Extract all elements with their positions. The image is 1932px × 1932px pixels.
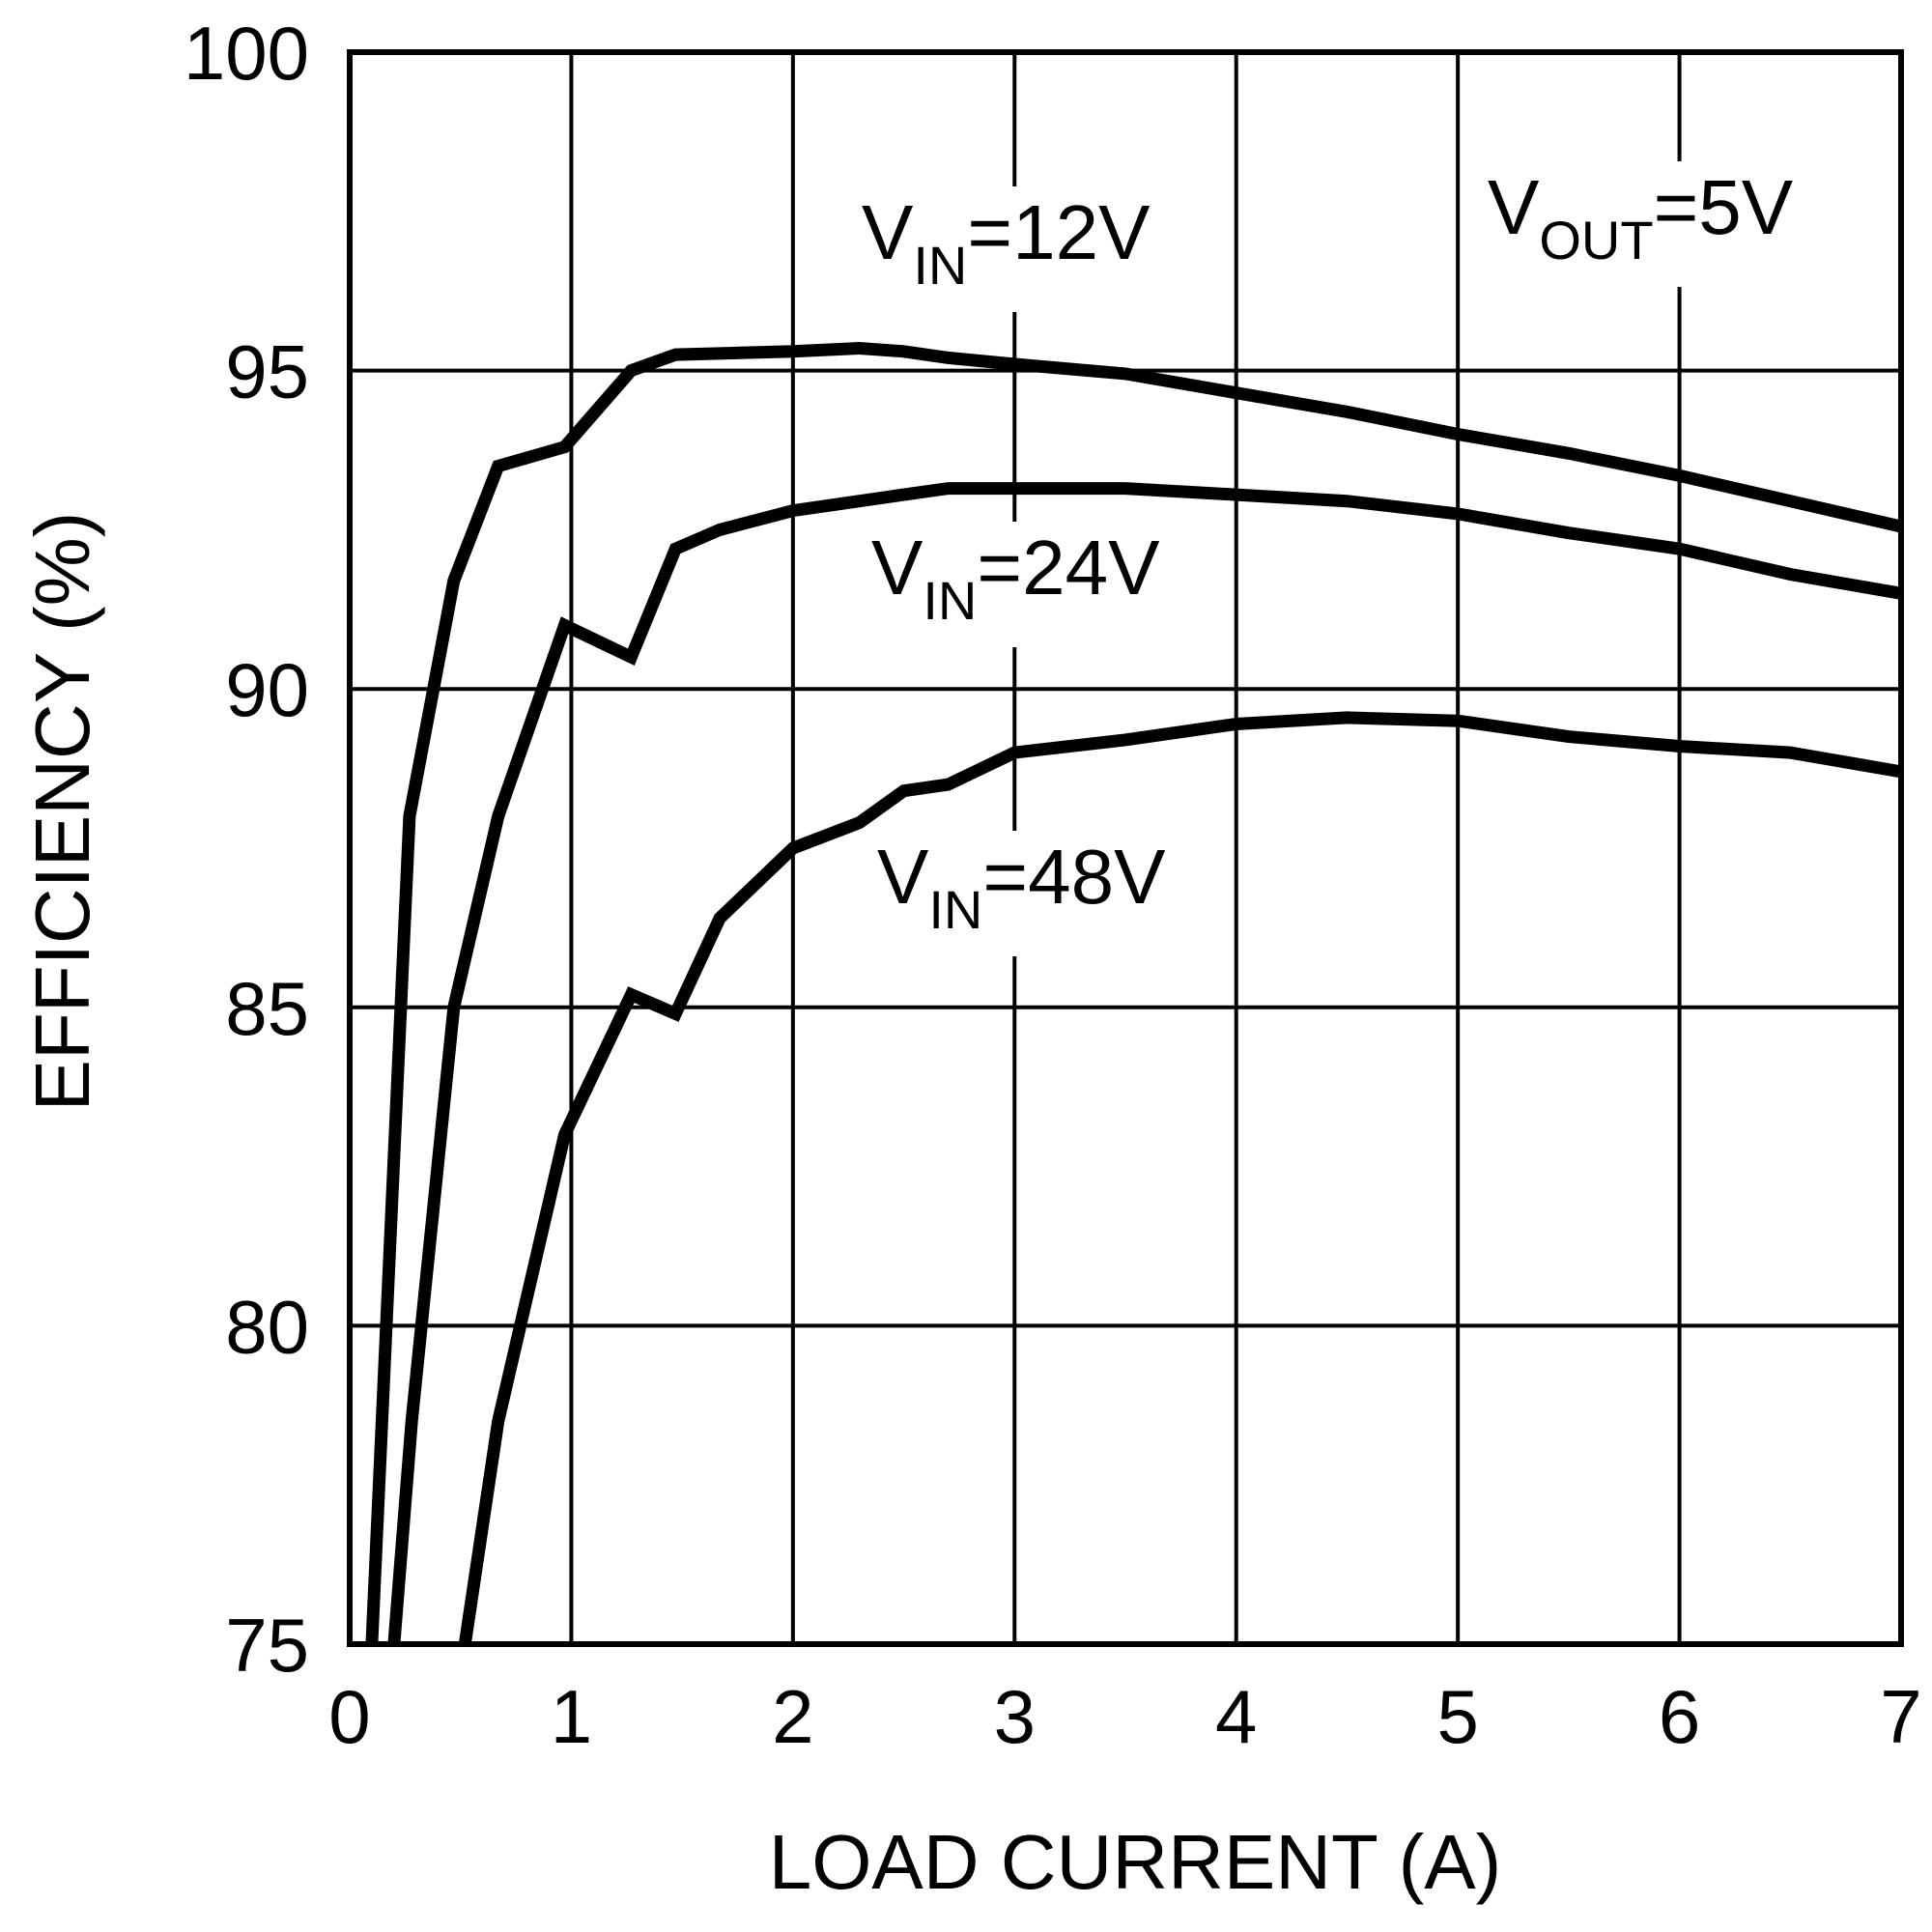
series-line-vin-48v (458, 711, 1903, 1645)
annotation-vin-12v: VIN=12V (850, 186, 1208, 312)
annotation-vout-5v: VOUT=5V (1476, 161, 1862, 287)
annotation-text: VIN=24V (871, 525, 1160, 631)
annotation-text: VIN=12V (862, 189, 1151, 296)
x-tick-label: 2 (772, 1674, 813, 1759)
x-tick-label: 3 (994, 1674, 1036, 1759)
y-tick-label: 95 (225, 329, 309, 414)
annotation-text: VOUT=5V (1488, 164, 1794, 270)
annotation-tail: =12V (967, 189, 1151, 275)
x-tick-label: 6 (1659, 1674, 1700, 1759)
x-axis-title: LOAD CURRENT (A) (769, 1819, 1502, 1905)
y-tick-label: 80 (225, 1284, 309, 1369)
annotation-backing (1476, 161, 1862, 287)
y-tick-label: 85 (225, 966, 309, 1051)
annotation-vin-48v: VIN=48V (866, 831, 1208, 956)
annotation-main: V (1488, 164, 1540, 250)
plot-frame (347, 49, 1904, 1647)
x-tick-label: 7 (1880, 1674, 1921, 1759)
annotation-main: V (862, 189, 914, 275)
annotation-backing (850, 186, 1208, 312)
tick-labels: 0 1 2 3 4 5 6 7 75 80 85 90 95 100 (184, 11, 1922, 1759)
annotation-subscript: OUT (1539, 210, 1653, 270)
y-axis-title: EFFICIENCY (%) (19, 512, 105, 1112)
annotation-subscript: IN (928, 879, 982, 940)
x-tick-label: 4 (1215, 1674, 1257, 1759)
annotation-subscript: IN (913, 235, 967, 296)
annotation-text: VIN=48V (877, 834, 1166, 940)
annotation-tail: =24V (977, 525, 1160, 611)
annotation-backing (860, 522, 1208, 647)
annotation-main: V (877, 834, 929, 920)
annotation-main: V (871, 525, 923, 611)
series-lines (365, 341, 1903, 1645)
annotation-tail: =5V (1654, 164, 1794, 250)
annotation-vin-24v: VIN=24V (860, 522, 1208, 647)
x-tick-label: 0 (328, 1674, 370, 1759)
y-tick-label: 75 (225, 1603, 309, 1688)
x-tick-label: 1 (551, 1674, 592, 1759)
annotation-backing (866, 831, 1208, 956)
annotation-tail: =48V (982, 834, 1166, 920)
y-tick-label: 100 (184, 11, 309, 96)
annotation-subscript: IN (923, 570, 977, 631)
y-tick-label: 90 (225, 647, 309, 732)
x-tick-label: 5 (1436, 1674, 1478, 1759)
series-line-vin-24v (387, 482, 1903, 1645)
series-line-vin-12v (365, 341, 1903, 1645)
